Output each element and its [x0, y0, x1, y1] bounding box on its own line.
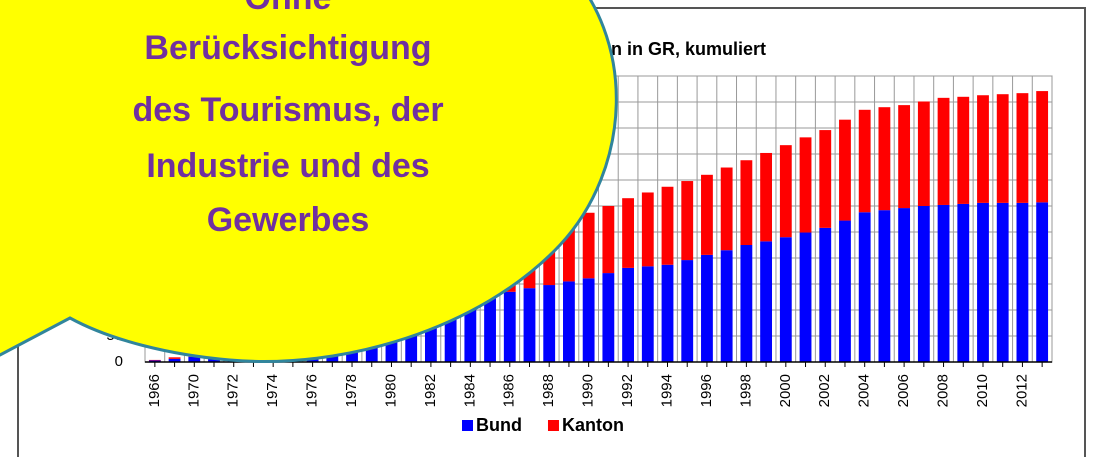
legend-label: Bund: [476, 415, 522, 435]
bar-segment: [740, 160, 753, 245]
bar-segment: [582, 212, 595, 279]
bar-segment: [819, 227, 832, 362]
x-tick-label: 1988: [540, 374, 557, 407]
bar-segment: [661, 264, 674, 362]
bar-segment: [898, 208, 911, 362]
bar-segment: [424, 307, 437, 362]
bar-segment: [582, 278, 595, 362]
bar-segment: [878, 107, 891, 211]
bar-segment: [996, 94, 1009, 203]
bar-segment: [168, 357, 181, 359]
bar-segment: [661, 186, 674, 265]
bar-segment: [641, 192, 654, 267]
bar-segment: [740, 245, 753, 362]
bar-segment: [799, 232, 812, 362]
x-tick-label: 2002: [816, 374, 833, 407]
bar-segment: [188, 356, 201, 362]
bar-segment: [720, 250, 733, 362]
bar-segment: [1016, 93, 1029, 203]
bar-segment: [957, 203, 970, 362]
bar-segment: [622, 267, 634, 362]
x-tick-label: 1994: [658, 374, 675, 407]
bar-segment: [760, 152, 773, 242]
bar-segment: [622, 198, 634, 268]
x-tick-label: 1966: [146, 374, 163, 407]
bar-segment: [917, 101, 930, 206]
bar-segment: [523, 288, 536, 362]
callout-line: Ohne: [245, 0, 332, 17]
x-tick-label: 2006: [895, 374, 912, 407]
bar-segment: [464, 299, 477, 362]
bar-segment: [957, 96, 970, 204]
callout-line: Gewerbes: [207, 201, 370, 239]
bar-segment: [760, 241, 773, 362]
bar-segment: [503, 291, 516, 362]
x-tick-label: 1992: [619, 374, 636, 407]
bar-segment: [602, 273, 615, 362]
bar-segment: [937, 97, 950, 205]
bar-segment: [168, 358, 181, 362]
callout-line: des Tourismus, der: [132, 91, 443, 129]
bar-segment: [1036, 202, 1049, 362]
bar-segment: [977, 202, 989, 362]
bar-segment: [858, 109, 871, 213]
bar-segment: [543, 285, 556, 362]
x-tick-label: 1980: [382, 374, 399, 407]
x-tick-label: 2010: [974, 374, 991, 407]
bar-segment: [563, 217, 575, 282]
bar-segment: [779, 145, 792, 238]
x-tick-label: 1976: [304, 374, 321, 407]
bar-segment: [148, 360, 161, 362]
bar-segment: [839, 220, 851, 362]
bar-segment: [917, 206, 930, 362]
legend-swatch: [547, 420, 559, 431]
x-tick-label: 1990: [580, 374, 597, 407]
bar-segment: [1036, 91, 1049, 203]
x-tick-label: 1998: [737, 374, 754, 407]
y-tick-label: 0: [115, 353, 123, 370]
bar-segment: [444, 303, 457, 362]
bar-segment: [977, 95, 989, 203]
bar-segment: [858, 212, 871, 362]
bar-segment: [701, 174, 713, 255]
bar-segment: [1016, 202, 1029, 362]
bar-segment: [937, 204, 950, 362]
bar-segment: [779, 237, 792, 362]
callout: Ohne Berücksichtigung des Tourismus, der In…: [0, 0, 618, 364]
x-tick-label: 1978: [343, 374, 360, 407]
bar-segment: [681, 181, 694, 261]
bar-segment: [484, 295, 496, 362]
bar-segment: [878, 210, 891, 362]
callout-line: Industrie und des: [146, 147, 429, 185]
x-tick-label: 2008: [935, 374, 952, 407]
x-tick-label: 1986: [501, 374, 518, 407]
x-tick-label: 2012: [1013, 374, 1030, 407]
x-tick-label: 1972: [225, 374, 242, 407]
callout-bubble: [0, 0, 618, 364]
x-tick-label: 1970: [185, 374, 202, 407]
x-tick-label: 1974: [264, 374, 281, 407]
bar-segment: [701, 254, 713, 362]
bar-segment: [641, 266, 654, 362]
x-tick-label: 1984: [461, 374, 478, 407]
x-tick-label: 1996: [698, 374, 715, 407]
chart-title: gen in GR, kumuliert: [590, 39, 766, 59]
callout-line: Berücksichtigung: [144, 29, 431, 67]
bar-segment: [819, 130, 832, 228]
legend-label: Kanton: [562, 415, 624, 435]
bar-segment: [148, 359, 161, 361]
bar-segment: [563, 281, 575, 362]
x-tick-label: 2004: [856, 374, 873, 407]
bar-segment: [996, 202, 1009, 362]
x-tick-label: 2000: [777, 374, 794, 407]
bar-segment: [602, 206, 615, 274]
x-tick-label: 1982: [422, 374, 439, 407]
bar-segment: [681, 260, 694, 362]
legend-swatch: [462, 420, 473, 431]
bar-segment: [839, 119, 851, 221]
bar-segment: [720, 167, 733, 251]
bar-segment: [898, 105, 911, 209]
bar-segment: [799, 137, 812, 233]
